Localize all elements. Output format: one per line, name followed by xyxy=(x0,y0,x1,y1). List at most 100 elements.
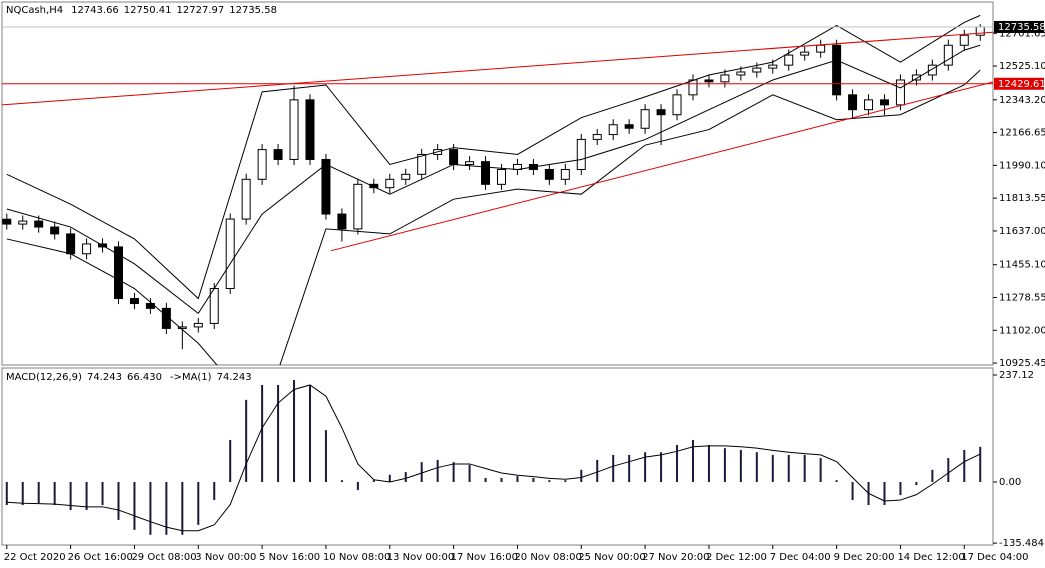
candle-body xyxy=(704,79,714,83)
candle-body xyxy=(608,124,618,136)
macd-bar xyxy=(293,380,296,482)
y-tick-label: 11637.00 xyxy=(999,226,1045,237)
candle-body xyxy=(640,109,650,129)
macd-bar xyxy=(660,452,663,482)
candle-body xyxy=(241,178,251,220)
candle-body xyxy=(656,109,666,116)
candle-body xyxy=(465,161,475,165)
x-tick-label: 25 Nov 00:00 xyxy=(578,552,645,563)
candle-body xyxy=(481,161,491,185)
main-panel xyxy=(1,1,994,366)
candle-body xyxy=(161,307,171,329)
candle-body xyxy=(800,51,810,56)
candle-body xyxy=(864,99,874,111)
price-marker xyxy=(994,20,1044,33)
macd-bar xyxy=(165,481,168,535)
candle-body xyxy=(784,54,794,66)
macd-bar xyxy=(819,458,822,482)
candle-body xyxy=(560,168,570,180)
macd-bar xyxy=(596,459,599,482)
candle-body xyxy=(177,326,187,329)
candle-body xyxy=(50,226,60,235)
macd-header: MACD(12,26,9) 74.243 66.430 ->MA(1) 74.243 xyxy=(6,372,252,383)
ma-label: ->MA(1) xyxy=(170,372,212,383)
macd-bar xyxy=(628,454,631,482)
signal-line xyxy=(6,384,981,532)
x-tick-label: 27 Nov 20:00 xyxy=(642,552,709,563)
y-tick-label: 11813.55 xyxy=(999,193,1045,204)
macd-bar xyxy=(915,481,918,486)
macd-bar xyxy=(676,444,679,482)
macd-bar xyxy=(229,440,232,482)
trendline xyxy=(2,31,993,106)
macd-bar xyxy=(500,477,503,482)
macd-bar xyxy=(644,452,647,482)
candle-body xyxy=(959,34,969,46)
candle-body xyxy=(943,44,953,66)
candle-body xyxy=(624,124,634,129)
macd-bar xyxy=(707,444,710,482)
candle-body xyxy=(848,94,858,111)
macd-bar xyxy=(963,449,966,482)
candle-body xyxy=(688,79,698,96)
macd-bar xyxy=(723,448,726,482)
candle-body xyxy=(113,246,123,300)
y-tick-label: -135.484 xyxy=(999,538,1044,549)
y-tick-label: 12166.65 xyxy=(999,128,1045,139)
candle-body xyxy=(305,99,315,160)
macd-readout: 66.430 xyxy=(127,372,162,383)
bollinger-middle xyxy=(6,44,981,315)
candle-body xyxy=(193,322,203,328)
candle-body xyxy=(449,149,459,165)
macd-bar xyxy=(308,384,311,482)
main-plot xyxy=(2,14,993,365)
x-tick-label: 7 Dec 04:00 xyxy=(770,552,831,563)
macd-bar xyxy=(53,481,56,506)
candle-body xyxy=(34,220,44,228)
candle-body xyxy=(816,44,826,53)
candle-body xyxy=(257,149,267,180)
candle-body xyxy=(401,173,411,180)
symbol: NQCash,H4 xyxy=(6,5,63,16)
macd-bar xyxy=(532,477,535,482)
x-tick-label: 22 Oct 2020 xyxy=(4,552,66,563)
macd-title: MACD(12,26,9) xyxy=(6,372,82,383)
y-tick-label: 10925.45 xyxy=(999,358,1045,369)
candle-body xyxy=(369,183,379,189)
macd-bar xyxy=(739,449,742,482)
x-tick-label: 5 Nov 16:00 xyxy=(259,552,320,563)
header-high: 12750.41 xyxy=(124,5,172,16)
candle-body xyxy=(576,138,586,170)
macd-bar xyxy=(101,481,104,506)
header-low: 12727.97 xyxy=(177,5,225,16)
macd-bar xyxy=(548,480,551,482)
x-tick-label: 17 Dec 04:00 xyxy=(961,552,1028,563)
macd-bar xyxy=(771,454,774,482)
x-tick-label: 26 Oct 16:00 xyxy=(68,552,133,563)
macd-bar xyxy=(149,481,152,535)
candle-body xyxy=(752,67,762,73)
macd-bar xyxy=(883,481,886,506)
y-tick-label: 11990.10 xyxy=(999,160,1045,171)
macd-bar xyxy=(5,481,8,506)
y-tick-label: 12343.20 xyxy=(999,95,1045,106)
macd-bar xyxy=(691,440,694,482)
bollinger-lower xyxy=(6,69,981,365)
x-tick-label: 20 Nov 08:00 xyxy=(514,552,581,563)
macd-bar xyxy=(580,469,583,482)
y-tick-label: 237.12 xyxy=(999,370,1034,381)
candle-body xyxy=(672,94,682,116)
candle-body xyxy=(337,213,347,230)
macd-bar xyxy=(931,469,934,482)
macd-bar xyxy=(835,480,838,482)
x-tick-label: 9 Dec 20:00 xyxy=(834,552,895,563)
bollinger-upper xyxy=(6,14,981,300)
candle-body xyxy=(544,168,554,180)
candle-body xyxy=(975,26,985,36)
x-tick-label: 3 Nov 00:00 xyxy=(195,552,256,563)
macd-bar xyxy=(851,481,854,501)
candle-body xyxy=(273,149,283,160)
macd-bar xyxy=(468,464,471,482)
